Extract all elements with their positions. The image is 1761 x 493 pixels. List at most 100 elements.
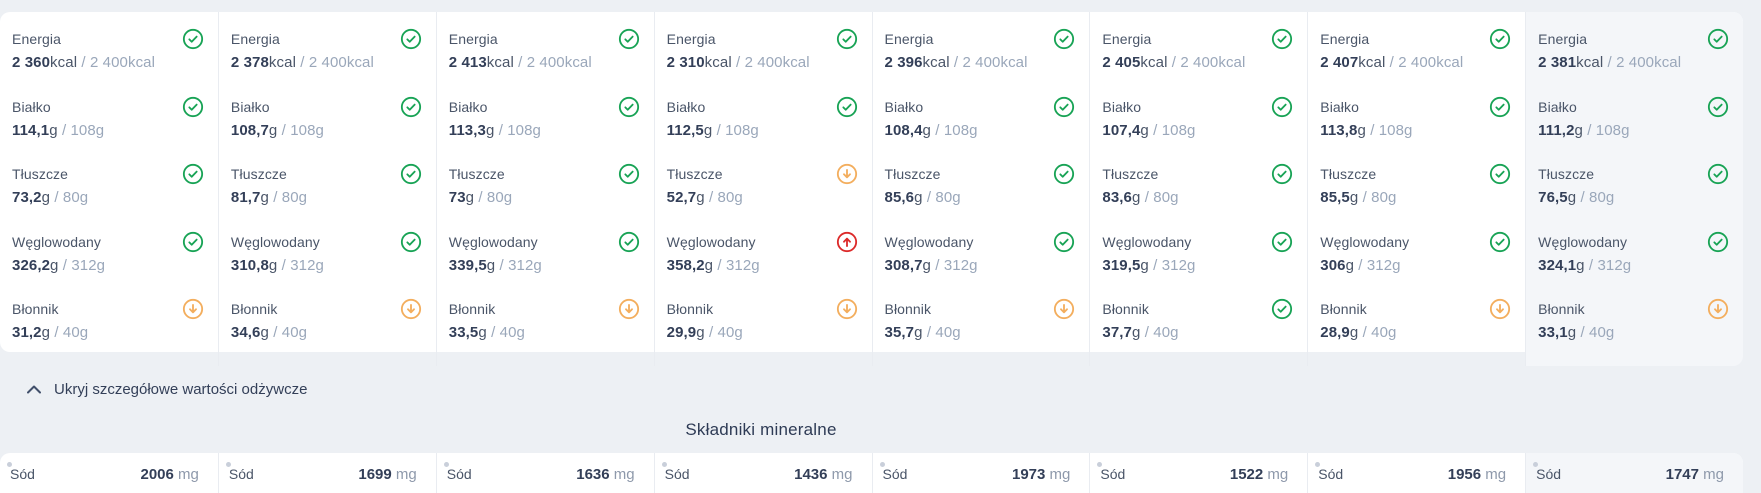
check-circle-icon xyxy=(1271,231,1293,253)
mineral-cell: Sód 1747 mg xyxy=(1525,453,1743,493)
check-circle-icon xyxy=(1271,96,1293,118)
check-circle-icon xyxy=(1053,231,1075,253)
nutrient-value: 76,5g / 80g xyxy=(1538,189,1615,206)
arrow-down-circle-icon xyxy=(836,163,858,185)
nutrient-value: 81,7g / 80g xyxy=(230,189,308,206)
nutrient-label: Węglowodany xyxy=(1320,233,1410,250)
nutrient-metric: Tłuszcze 85,6g / 80g xyxy=(885,163,1076,231)
info-dot-icon xyxy=(1533,462,1539,467)
nutrient-metric: Błonnik 29,9g / 40g xyxy=(667,298,858,366)
nutrient-value: 2 405kcal / 2 400kcal xyxy=(1102,54,1246,71)
nutrient-metric: Białko 112,5g / 108g xyxy=(667,96,858,164)
nutrient-label: Energia xyxy=(12,31,61,47)
nutrient-metric: Węglowodany 339,5g / 312g xyxy=(449,231,640,299)
arrow-down-circle-icon xyxy=(836,298,858,320)
nutrient-label: Węglowodany xyxy=(12,233,102,250)
nutrient-label: Tłuszcze xyxy=(1102,166,1159,182)
nutrient-value: 2 378kcal / 2 400kcal xyxy=(230,54,374,71)
nutrient-label: Tłuszcze xyxy=(230,166,287,182)
nutrient-metric: Tłuszcze 85,5g / 80g xyxy=(1320,163,1511,231)
nutrient-metric: Błonnik 33,5g / 40g xyxy=(449,298,640,366)
mineral-value: 1436 mg xyxy=(794,466,853,483)
nutrient-value: 85,6g / 80g xyxy=(884,189,961,206)
nutrient-label: Białko xyxy=(1102,98,1142,115)
arrow-down-circle-icon xyxy=(1053,298,1075,320)
nutrient-metric: Białko 114,1g / 108g xyxy=(12,96,204,164)
macros-table: Energia 2 360kcal / 2 400kcal Białko 114… xyxy=(0,12,1743,366)
nutrient-label: Energia xyxy=(448,31,498,47)
nutrient-value: 107,4g / 108g xyxy=(1102,121,1196,139)
mineral-value: 1956 mg xyxy=(1447,466,1507,483)
info-dot-icon xyxy=(225,462,231,467)
nutrient-label: Błonnik xyxy=(666,301,714,317)
nutrient-metric: Energia 2 381kcal / 2 400kcal xyxy=(1538,28,1729,96)
nutrient-value: 358,2g / 312g xyxy=(666,256,760,274)
mineral-value: 1522 mg xyxy=(1229,466,1289,483)
nutrient-value: 112,5g / 108g xyxy=(666,121,759,139)
arrow-down-circle-icon xyxy=(182,298,204,320)
day-column: Energia 2 381kcal / 2 400kcal Białko 111… xyxy=(1525,12,1743,366)
nutrient-value: 73,2g / 80g xyxy=(12,189,89,206)
nutrient-value: 308,7g / 312g xyxy=(884,256,978,274)
nutrient-label: Błonnik xyxy=(1320,301,1367,317)
nutrient-value: 114,1g / 108g xyxy=(12,121,105,139)
nutrient-value: 31,2g / 40g xyxy=(12,324,89,341)
mineral-cell: Sód 1436 mg xyxy=(653,453,872,493)
nutrient-metric: Błonnik 35,7g / 40g xyxy=(885,298,1076,366)
mineral-cell: Sód 1699 mg xyxy=(217,453,436,493)
nutrient-metric: Tłuszcze 76,5g / 80g xyxy=(1538,163,1729,231)
nutrient-label: Energia xyxy=(1538,31,1588,47)
check-circle-icon xyxy=(400,28,422,50)
chevron-up-icon xyxy=(27,385,41,394)
check-circle-icon xyxy=(1271,28,1293,50)
arrow-down-circle-icon xyxy=(618,298,640,320)
mineral-cell: Sód 1956 mg xyxy=(1307,453,1525,493)
nutrient-label: Białko xyxy=(12,98,51,115)
check-circle-icon xyxy=(1271,298,1293,320)
nutrient-metric: Białko 108,4g / 108g xyxy=(885,96,1076,164)
nutrient-label: Błonnik xyxy=(12,301,59,317)
mineral-label: Sód xyxy=(661,462,690,482)
mineral-cell: Sód 1636 mg xyxy=(435,453,654,493)
nutrient-metric: Energia 2 407kcal / 2 400kcal xyxy=(1320,28,1511,96)
check-circle-icon xyxy=(182,231,204,253)
nutrient-label: Białko xyxy=(1320,98,1359,115)
check-circle-icon xyxy=(1489,163,1511,185)
nutrient-value: 324,1g / 312g xyxy=(1538,256,1632,274)
check-circle-icon xyxy=(182,163,204,185)
nutrient-metric: Białko 111,2g / 108g xyxy=(1538,96,1729,164)
nutrient-value: 35,7g / 40g xyxy=(884,324,961,341)
nutrient-value: 2 310kcal / 2 400kcal xyxy=(666,54,810,71)
nutrient-metric: Błonnik 34,6g / 40g xyxy=(231,298,422,366)
nutrient-value: 29,9g / 40g xyxy=(666,324,743,341)
check-circle-icon xyxy=(1707,28,1729,50)
check-circle-icon xyxy=(1489,28,1511,50)
nutrient-label: Energia xyxy=(884,31,934,47)
nutrient-metric: Węglowodany 326,2g / 312g xyxy=(12,231,204,299)
mineral-label: Sód xyxy=(7,462,35,482)
mineral-label: Sód xyxy=(443,462,472,482)
mineral-value: 1699 mg xyxy=(358,466,417,483)
nutrient-metric: Energia 2 378kcal / 2 400kcal xyxy=(231,28,422,96)
hide-details-toggle[interactable]: Ukryj szczegółowe wartości odżywcze xyxy=(27,381,307,398)
nutrient-label: Tłuszcze xyxy=(666,166,723,182)
nutrient-metric: Błonnik 37,7g / 40g xyxy=(1102,298,1293,366)
check-circle-icon xyxy=(618,96,640,118)
nutrient-value: 108,4g / 108g xyxy=(884,121,978,139)
check-circle-icon xyxy=(400,96,422,118)
check-circle-icon xyxy=(836,96,858,118)
day-column: Energia 2 405kcal / 2 400kcal Białko 107… xyxy=(1089,12,1307,366)
nutrient-metric: Tłuszcze 73,2g / 80g xyxy=(12,163,204,231)
info-dot-icon xyxy=(1097,462,1103,467)
nutrient-label: Tłuszcze xyxy=(1538,166,1595,182)
info-dot-icon xyxy=(7,462,12,467)
day-column: Energia 2 360kcal / 2 400kcal Białko 114… xyxy=(0,12,218,366)
nutrient-label: Błonnik xyxy=(230,301,278,317)
nutrient-label: Energia xyxy=(1102,31,1152,47)
nutrient-value: 34,6g / 40g xyxy=(230,324,308,341)
check-circle-icon xyxy=(1489,231,1511,253)
mineral-value: 1973 mg xyxy=(1011,466,1071,483)
nutrient-label: Błonnik xyxy=(1538,301,1585,317)
info-dot-icon xyxy=(1315,462,1321,467)
